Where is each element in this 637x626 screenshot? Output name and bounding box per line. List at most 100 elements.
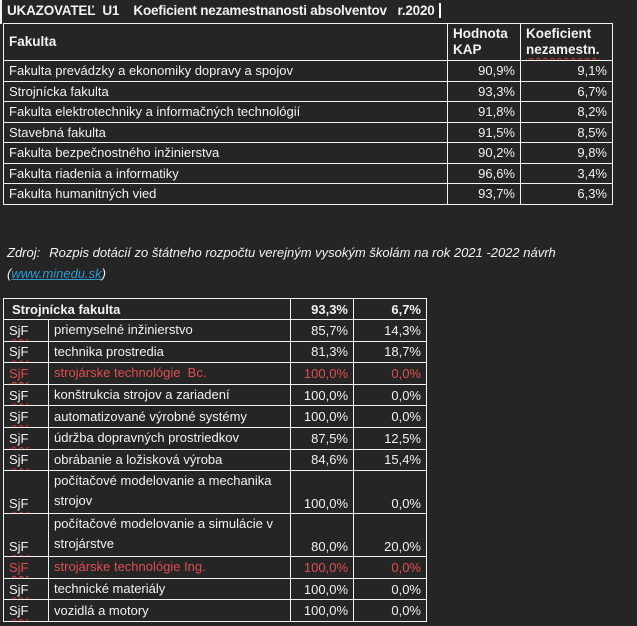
program-row: SjF strojárske technológie Ing. 100,0% 0,0% (3, 556, 427, 579)
program-code-cell-label: SjF (9, 496, 29, 512)
kap-value-cell: 93,7% (447, 183, 521, 205)
koef-value-cell: 8,5% (520, 121, 613, 143)
program-name-cell: vozidlá a motory (48, 599, 291, 622)
column-header-hodnota-line2: KAP (453, 42, 482, 57)
program-name-cell: konštrukcia strojov a zariadení (48, 383, 291, 407)
faculty-row: Fakulta humanitných vied 93,7% 6,3% (3, 183, 613, 205)
program-kap-cell: 100,0% (290, 577, 354, 601)
program-kap-cell: 100,0% (290, 405, 354, 428)
program-row: SjF automatizované výrobné systémy 100,0% 0… (3, 405, 427, 428)
program-kap-cell: 85,7% (290, 319, 354, 342)
program-row: SjF obrábanie a ložisková výroba 84,6% 15,4… (3, 448, 427, 472)
program-kap-cell: 80,0% (290, 513, 354, 558)
column-header-hodnota-kap: Hodnota KAP (447, 23, 521, 61)
program-name-cell: obrábanie a ložisková výroba (48, 448, 291, 472)
program-code-cell: SjF (3, 362, 49, 385)
column-header-koeficient-line2: nezamestn. (526, 42, 600, 57)
program-code-cell: SjF (3, 426, 49, 450)
program-code-cell: SjF (3, 448, 49, 472)
program-kap-cell: 84,6% (290, 448, 354, 472)
program-code-cell: SjF (3, 383, 49, 407)
faculty-name-cell: Fakulta bezpečnostného inžinierstva (3, 142, 448, 164)
program-koef-cell: 0,0% (353, 599, 427, 622)
program-row: SjF konštrukcia strojov a zariadení 100,0%… (3, 383, 427, 407)
program-name-cell: priemyselné inžinierstvo (48, 319, 291, 342)
faculty-row: Strojnícka fakulta 93,3% 6,7% (3, 80, 613, 102)
program-name-cell: strojárske technológie Bc. (48, 362, 291, 385)
koef-value-cell: 6,3% (520, 183, 613, 205)
program-row: SjF technika prostredia 81,3% 18,7% (3, 340, 427, 364)
koef-value-cell: 3,4% (520, 162, 613, 184)
close-paren: ) (101, 266, 106, 281)
program-kap-cell: 81,3% (290, 340, 354, 364)
faculty-row: Fakulta bezpečnostného inžinierstva 90,2%… (3, 142, 613, 164)
koef-value-cell: 8,2% (520, 101, 613, 123)
column-header-fakulta: Fakulta (3, 23, 448, 61)
column-header-koeficient-line1: Koeficient (526, 26, 592, 41)
program-code-cell-label: SjF (9, 539, 29, 555)
minedu-link[interactable]: www.minedu.sk (11, 266, 102, 281)
program-kap-cell: 100,0% (290, 470, 354, 515)
program-code-cell: SjF (3, 513, 49, 558)
program-koef-cell: 0,0% (353, 470, 427, 515)
kap-value-cell: 93,3% (447, 80, 521, 102)
program-koef-cell: 0,0% (353, 383, 427, 407)
program-koef-cell: 12,5% (353, 426, 427, 450)
faculty-table: Fakulta Hodnota KAP Koeficient nezamestn… (3, 23, 613, 205)
faculty-name-cell: Fakulta elektrotechniky a informačných t… (3, 101, 448, 123)
program-row: SjF priemyselné inžinierstvo 85,7% 14,3% (3, 319, 427, 342)
program-name-cell: počítačové modelovanie a mechanika stroj… (48, 470, 291, 515)
source-text: Rozpis dotácií zo štátneho rozpočtu vere… (49, 245, 556, 260)
faculty-summary-kap-cell: 93,3% (290, 298, 354, 320)
program-code-cell-label: SjF (9, 344, 29, 360)
faculty-row: Stavebná fakulta 91,5% 8,5% (3, 121, 613, 143)
program-koef-cell: 20,0% (353, 513, 427, 558)
faculty-row: Fakulta elektrotechniky a informačných t… (3, 101, 613, 123)
open-paren: ( (7, 266, 12, 281)
faculty-table-body: Fakulta prevádzky a ekonomiky dopravy a … (3, 60, 613, 205)
programs-table-header-row: Strojnícka fakulta 93,3% 6,7% (3, 298, 427, 320)
faculty-row: Fakulta riadenia a informatiky 96,6% 3,4% (3, 162, 613, 184)
faculty-summary-koef-cell: 6,7% (353, 298, 427, 320)
program-code-cell-label: SjF (9, 452, 29, 468)
program-koef-cell: 0,0% (353, 405, 427, 428)
koef-value-cell: 9,8% (520, 142, 613, 164)
program-code-cell: SjF (3, 319, 49, 342)
text-cursor (438, 3, 441, 18)
faculty-name-cell: Fakulta prevádzky a ekonomiky dopravy a … (3, 60, 448, 82)
column-header-hodnota-line1: Hodnota (453, 26, 508, 41)
program-row: SjF technické materiály 100,0% 0,0% (3, 577, 427, 601)
program-koef-cell: 0,0% (353, 362, 427, 385)
program-code-cell-label: SjF (9, 581, 29, 597)
faculty-row: Fakulta prevádzky a ekonomiky dopravy a … (3, 60, 613, 82)
program-code-cell-label: SjF (9, 387, 29, 403)
koef-value-cell: 9,1% (520, 60, 613, 82)
program-name-cell: technické materiály (48, 577, 291, 601)
program-row: SjF údržba dopravných prostriedkov 87,5% 12… (3, 426, 427, 450)
faculty-name-cell: Fakulta humanitných vied (3, 183, 448, 205)
program-kap-cell: 100,0% (290, 556, 354, 579)
program-kap-cell: 87,5% (290, 426, 354, 450)
program-code-cell: SjF (3, 599, 49, 622)
source-label: Zdroj: (7, 245, 41, 260)
faculty-name-cell: Strojnícka fakulta (3, 80, 448, 102)
program-code-cell-label: SjF (9, 365, 29, 381)
page-title: UKAZOVATEĽ U1 Koeficient nezamestnanosti… (7, 3, 441, 18)
program-name-cell: automatizované výrobné systémy (48, 405, 291, 428)
program-code-cell-label: SjF (9, 430, 29, 446)
program-row: SjF počítačové modelovanie a simulácie v … (3, 513, 427, 558)
source-line-2: (www.minedu.sk) (7, 263, 556, 284)
column-header-koeficient: Koeficient nezamestn. (520, 23, 613, 61)
left-border-bar (0, 0, 2, 24)
program-name-cell: strojárske technológie Ing. (48, 556, 291, 579)
program-name-cell: počítačové modelovanie a simulácie v str… (48, 513, 291, 558)
source-note: Zdroj: Rozpis dotácií zo štátneho rozpočt… (7, 242, 556, 284)
program-code-cell-label: SjF (9, 559, 29, 575)
faculty-name-cell: Fakulta riadenia a informatiky (3, 162, 448, 184)
program-name-cell: údržba dopravných prostriedkov (48, 426, 291, 450)
program-code-cell-label: SjF (9, 603, 29, 619)
strojnicka-programs-table: Strojnícka fakulta 93,3% 6,7% SjF priemys… (3, 298, 427, 622)
faculty-summary-name-cell: Strojnícka fakulta (3, 298, 291, 320)
programs-table-body: Strojnícka fakulta 93,3% 6,7% SjF priemys… (3, 298, 427, 622)
program-kap-cell: 100,0% (290, 599, 354, 622)
